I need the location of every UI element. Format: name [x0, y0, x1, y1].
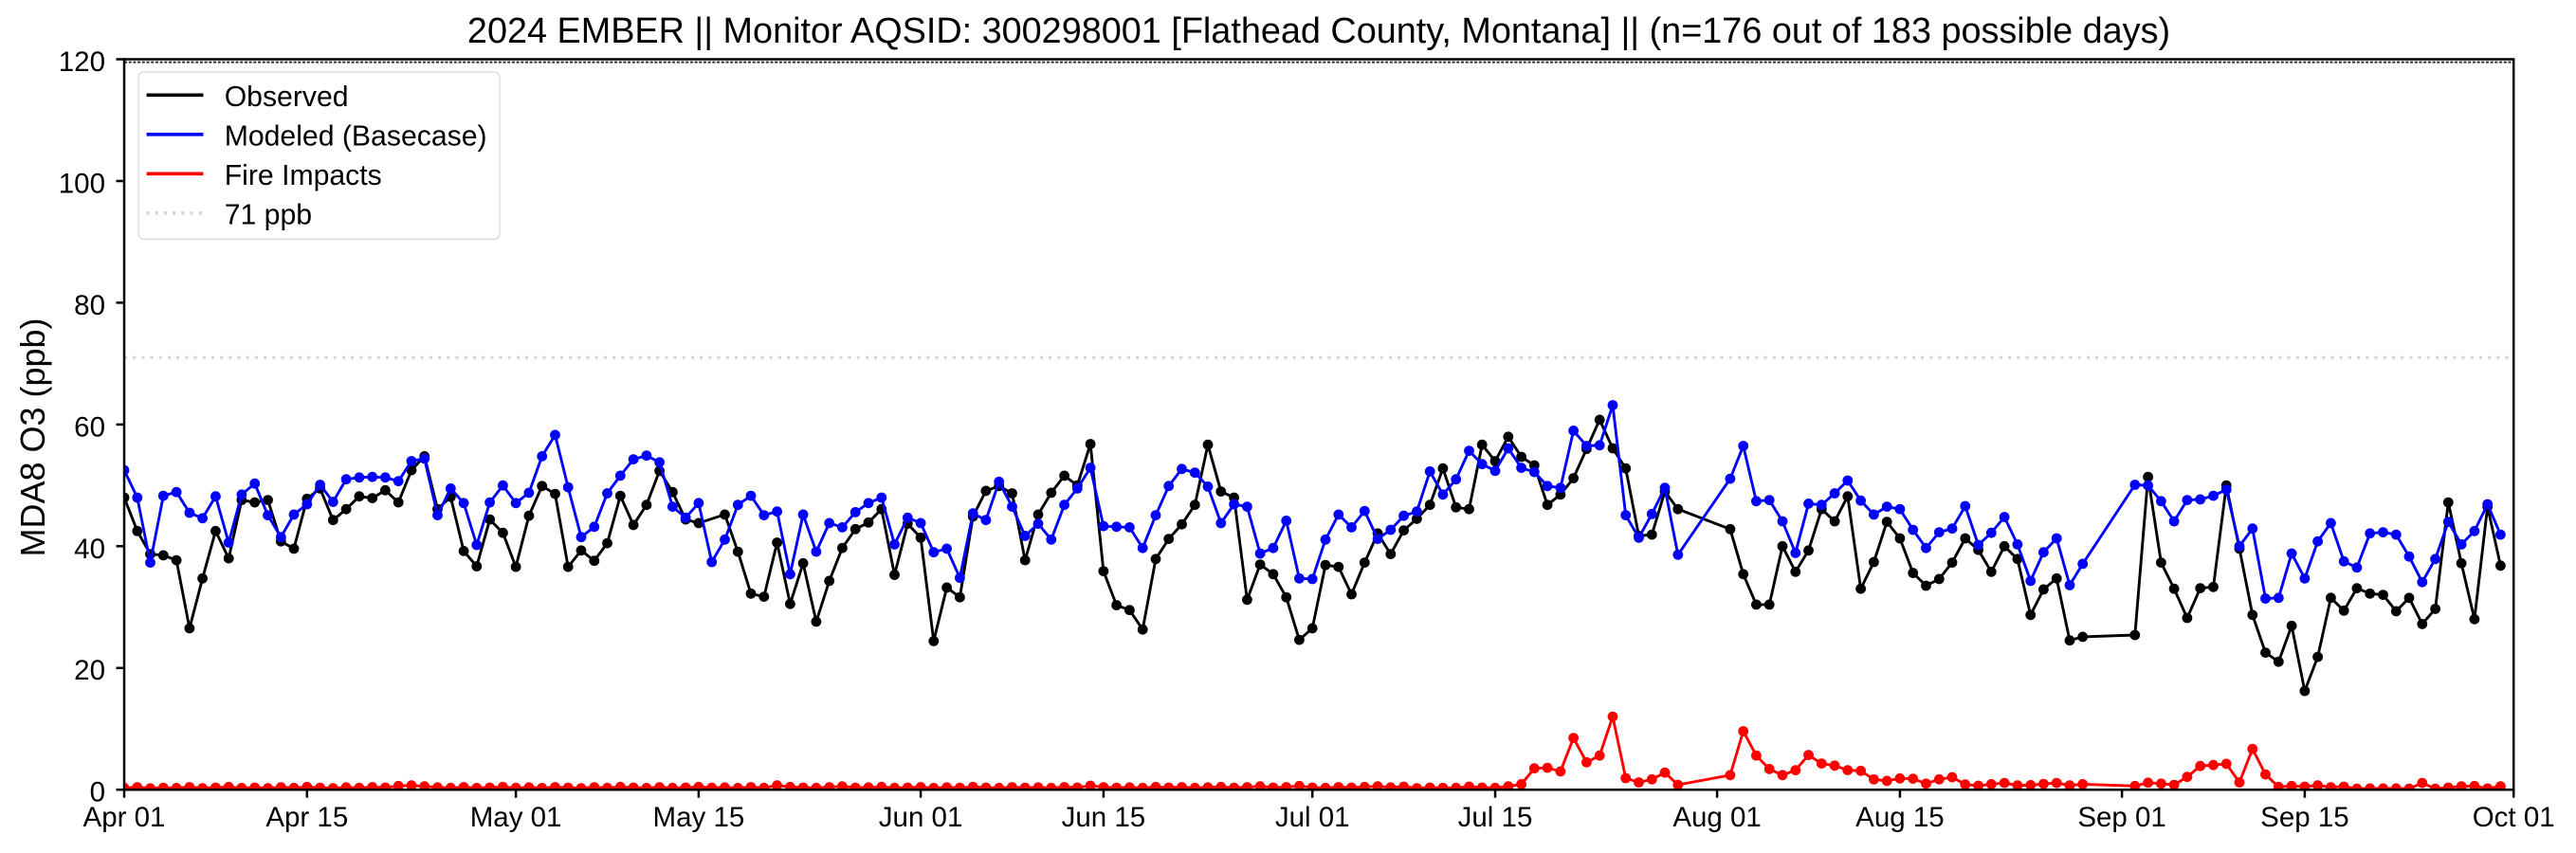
svg-text:Sep 01: Sep 01 [2077, 802, 2166, 833]
svg-text:40: 40 [74, 534, 105, 565]
svg-text:Fire Impacts: Fire Impacts [225, 160, 382, 191]
svg-text:Observed: Observed [225, 82, 349, 113]
svg-text:Apr 01: Apr 01 [83, 802, 166, 833]
svg-text:Jun 01: Jun 01 [879, 802, 963, 833]
svg-text:May 15: May 15 [653, 802, 745, 833]
svg-text:60: 60 [74, 411, 105, 443]
svg-text:Jun 15: Jun 15 [1062, 802, 1146, 833]
svg-text:20: 20 [74, 655, 105, 686]
svg-text:71 ppb: 71 ppb [225, 200, 312, 231]
svg-text:May 01: May 01 [470, 802, 562, 833]
svg-text:MDA8 O3 (ppb): MDA8 O3 (ppb) [13, 318, 52, 556]
svg-text:Aug 15: Aug 15 [1855, 802, 1945, 833]
svg-text:Jul 15: Jul 15 [1458, 802, 1533, 833]
svg-text:Aug 01: Aug 01 [1672, 802, 1762, 833]
svg-text:2024 EMBER || Monitor AQSID: 3: 2024 EMBER || Monitor AQSID: 300298001 [… [467, 11, 2170, 51]
svg-text:80: 80 [74, 290, 105, 321]
svg-text:0: 0 [90, 777, 105, 808]
svg-text:120: 120 [59, 46, 105, 78]
svg-text:Oct 01: Oct 01 [2473, 802, 2555, 833]
svg-text:Jul 01: Jul 01 [1275, 802, 1350, 833]
svg-text:Apr 15: Apr 15 [265, 802, 348, 833]
svg-text:Sep 15: Sep 15 [2260, 802, 2349, 833]
svg-text:100: 100 [59, 169, 105, 200]
svg-text:Modeled (Basecase): Modeled (Basecase) [225, 121, 487, 153]
